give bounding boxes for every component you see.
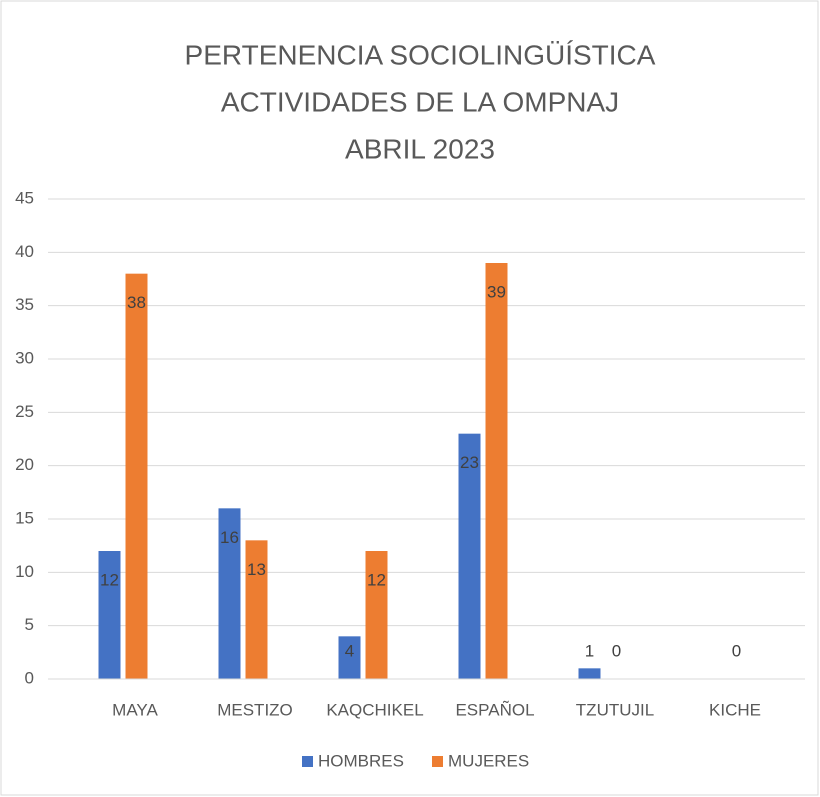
x-tick-label: ESPAÑOL bbox=[455, 700, 534, 719]
bar bbox=[485, 263, 508, 679]
y-tick-label: 15 bbox=[15, 508, 34, 527]
data-label: 23 bbox=[460, 453, 479, 472]
bar bbox=[578, 668, 601, 679]
chart-title: PERTENENCIA SOCIOLINGÜÍSTICA bbox=[185, 39, 656, 70]
data-label: 38 bbox=[127, 293, 146, 312]
data-label: 16 bbox=[220, 528, 239, 547]
y-tick-label: 0 bbox=[25, 668, 34, 687]
chart-title: ABRIL 2023 bbox=[345, 133, 495, 164]
data-label: 4 bbox=[345, 641, 354, 660]
bar bbox=[218, 508, 241, 679]
y-tick-label: 25 bbox=[15, 402, 34, 421]
chart-title: ACTIVIDADES DE LA OMPNAJ bbox=[221, 86, 619, 117]
x-tick-label: KICHE bbox=[709, 700, 761, 719]
data-label: 12 bbox=[100, 570, 119, 589]
y-tick-label: 30 bbox=[15, 348, 34, 367]
data-label: 13 bbox=[247, 560, 266, 579]
y-tick-label: 10 bbox=[15, 562, 34, 581]
y-tick-label: 35 bbox=[15, 295, 34, 314]
legend-label: MUJERES bbox=[448, 751, 529, 770]
legend-swatch bbox=[432, 756, 443, 767]
bar bbox=[365, 551, 388, 679]
bar bbox=[125, 273, 148, 679]
y-tick-label: 45 bbox=[15, 188, 34, 207]
bar bbox=[98, 551, 121, 679]
y-tick-label: 40 bbox=[15, 242, 34, 261]
y-tick-label: 20 bbox=[15, 455, 34, 474]
x-tick-label: TZUTUJIL bbox=[576, 700, 654, 719]
data-label: 0 bbox=[732, 641, 741, 660]
y-tick-label: 5 bbox=[25, 615, 34, 634]
bar bbox=[338, 636, 361, 679]
x-tick-label: MAYA bbox=[112, 700, 158, 719]
data-label: 1 bbox=[585, 641, 594, 660]
data-label: 0 bbox=[612, 641, 621, 660]
data-label: 39 bbox=[487, 282, 506, 301]
x-tick-label: KAQCHIKEL bbox=[326, 700, 423, 719]
bar bbox=[245, 540, 268, 679]
data-label: 12 bbox=[367, 570, 386, 589]
bar bbox=[458, 433, 481, 679]
legend-swatch bbox=[302, 756, 313, 767]
x-tick-label: MESTIZO bbox=[217, 700, 293, 719]
legend-label: HOMBRES bbox=[318, 751, 404, 770]
